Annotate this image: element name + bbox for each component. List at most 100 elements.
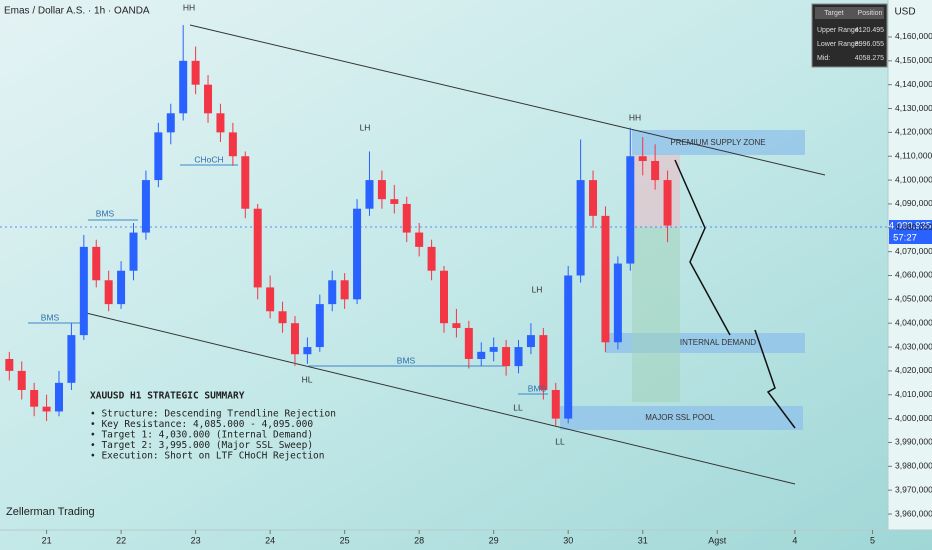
annotation: BMS	[96, 208, 115, 218]
candle-body	[166, 113, 175, 133]
y-tick-label: 3,960,000	[895, 508, 932, 518]
currency: USD	[894, 7, 915, 18]
y-tick-label: 4,110,000	[895, 150, 932, 160]
projection-arrow	[754, 329, 796, 429]
candle-body	[514, 347, 523, 367]
y-tick-label: 4,150,000	[895, 55, 932, 65]
candle-body	[626, 156, 635, 264]
candles	[5, 25, 672, 426]
lower-trendline	[81, 311, 796, 485]
annotation: LL	[555, 436, 565, 446]
y-tick-label: 4,040,000	[895, 317, 932, 327]
x-tick-label: 24	[265, 535, 275, 545]
upper-trendline	[189, 24, 826, 176]
x-tick-label: 5	[870, 535, 875, 545]
annotation: MAJOR SSL POOL	[645, 413, 715, 422]
y-tick-label: 4,090,000	[895, 198, 932, 208]
candle-body	[415, 232, 424, 247]
x-tick-label: 29	[489, 535, 499, 545]
annotation: BMS	[397, 355, 416, 365]
candle-body	[179, 60, 188, 114]
y-tick-label: 3,990,000	[895, 437, 932, 447]
x-tick-label: 28	[414, 535, 424, 545]
candle-body	[315, 304, 324, 348]
candle-body	[502, 347, 511, 367]
x-tick-label: 30	[563, 535, 573, 545]
price-axis	[888, 0, 932, 530]
y-tick-label: 4,160,000	[895, 31, 932, 41]
annotation: BMS	[41, 312, 60, 322]
projection-arrow	[674, 159, 731, 336]
x-tick-label: Agst	[708, 535, 727, 545]
candle-body	[663, 180, 672, 226]
candle-body	[440, 270, 448, 324]
annotation: BMS	[528, 383, 547, 393]
candle-body	[79, 246, 88, 336]
stats-cell: Lower Range:	[817, 41, 861, 48]
candle-body	[526, 335, 535, 348]
annotation: HH	[183, 2, 195, 12]
candle-body	[402, 203, 411, 233]
summary-item: • Key Resistance: 4,085.000 - 4,095.000	[90, 419, 313, 430]
x-tick-label: 31	[638, 535, 648, 545]
stats-cell: 4120.495	[855, 27, 884, 34]
y-tick-label: 4,120,000	[895, 127, 932, 137]
y-tick-label: 4,100,000	[895, 174, 932, 184]
y-tick-label: 4,080,000	[895, 222, 932, 232]
annotation: HL	[302, 374, 313, 384]
x-tick-label: 4	[792, 535, 797, 545]
candle-body	[390, 199, 399, 204]
stats-header: Target	[824, 10, 844, 17]
candle-body	[638, 156, 647, 162]
candle-body	[489, 347, 498, 352]
y-tick-label: 4,060,000	[895, 270, 932, 280]
price-tag-label: 4,080,935	[889, 221, 931, 232]
y-tick-label: 3,980,000	[895, 461, 932, 471]
y-tick-label: 3,970,000	[895, 484, 932, 494]
stats-box: Target Position Upper Range:4120.495 Lower …	[811, 3, 888, 68]
y-tick-label: 4,050,000	[895, 294, 932, 304]
x-tick-label: 23	[191, 535, 201, 545]
candle-body	[253, 208, 262, 288]
annotation: PREMIUM SUPPLY ZONE	[670, 138, 765, 147]
annotation: LH	[360, 122, 371, 132]
price-tag	[889, 220, 932, 244]
candle-body	[539, 335, 548, 390]
candle-body	[204, 84, 213, 114]
trendlines	[81, 24, 826, 485]
supply-zone	[632, 130, 805, 155]
candle-body	[613, 263, 622, 343]
candle-body	[365, 180, 374, 209]
structure-lines	[28, 164, 548, 395]
candle-body	[104, 280, 113, 305]
candle-body	[241, 156, 250, 209]
candle-body	[191, 60, 200, 85]
countdown: 57:27	[893, 233, 917, 244]
candle-body	[278, 311, 287, 324]
ssl-zone	[560, 406, 803, 430]
y-tick-label: 4,030,000	[895, 341, 932, 351]
candle-body	[154, 132, 163, 181]
candle-body	[353, 208, 362, 300]
candle-body	[427, 246, 436, 271]
y-tick-label: 4,140,000	[895, 79, 932, 89]
annotation: INTERNAL DEMAND	[680, 338, 756, 347]
candle-body	[290, 323, 299, 355]
candle-body	[67, 335, 76, 383]
candle-body	[17, 370, 26, 390]
candle-body	[464, 327, 473, 359]
reward-box	[632, 227, 680, 402]
y-tick-label: 4,000,000	[895, 413, 932, 423]
y-tick-label: 4,130,000	[895, 103, 932, 113]
summary-item: • Structure: Descending Trendline Reject…	[90, 409, 336, 420]
candle-body	[266, 287, 275, 312]
candle-body	[30, 389, 39, 407]
summary: XAUUSD H1 STRATEGIC SUMMARY • Structure: …	[90, 391, 336, 462]
stats-cell: 4058.275	[855, 55, 884, 62]
candle-body	[129, 232, 138, 271]
summary-title: XAUUSD H1 STRATEGIC SUMMARY	[90, 391, 245, 402]
x-tick-label: 21	[42, 535, 52, 545]
summary-item: • Target 1: 4,030.000 (Internal Demand)	[90, 430, 313, 441]
